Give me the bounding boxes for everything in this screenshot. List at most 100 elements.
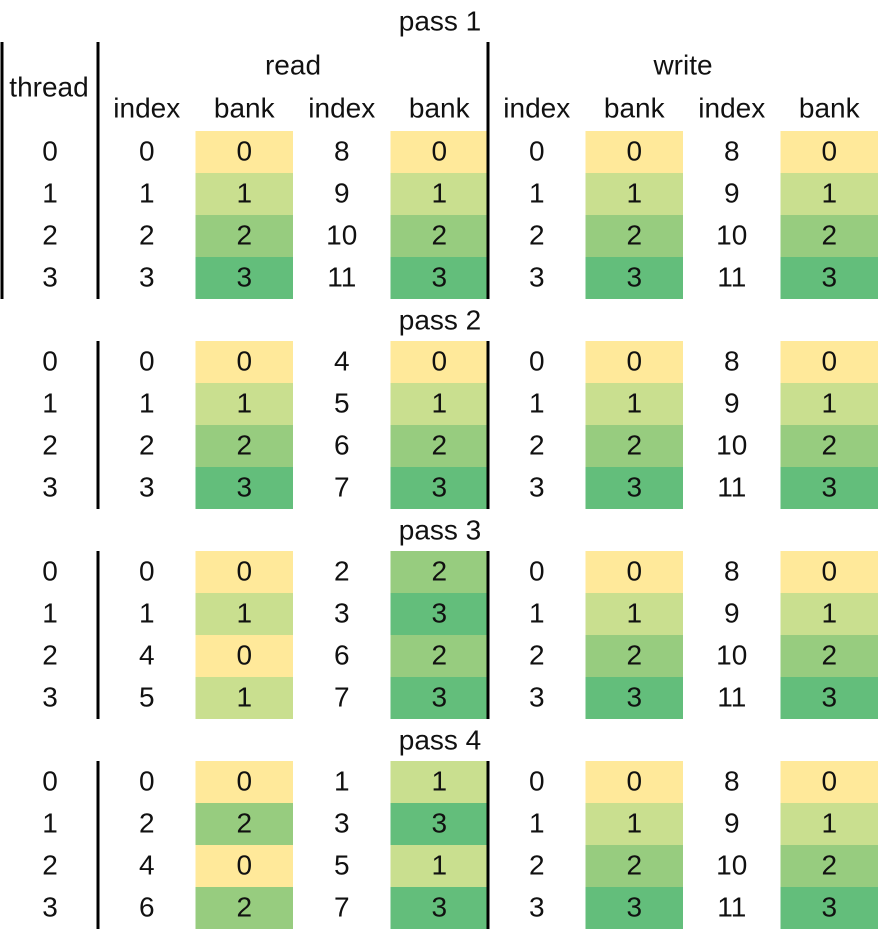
bank-cell: [780, 635, 878, 677]
bank-value: 1: [821, 807, 837, 838]
index-value: 2: [529, 219, 545, 250]
bank-cell: [585, 761, 683, 803]
thread-id: 0: [42, 135, 58, 166]
bank-cell: [195, 131, 293, 173]
index-value: 10: [716, 849, 747, 880]
bank-value: 2: [626, 429, 642, 460]
bank-cell: [195, 803, 293, 845]
bank-cell: [195, 593, 293, 635]
thread-header: thread: [9, 71, 88, 102]
pass-title: pass 2: [399, 304, 482, 335]
bank-value: 2: [821, 849, 837, 880]
bank-cell: [390, 803, 488, 845]
bank-value: 2: [236, 891, 252, 922]
bank-cell: [585, 551, 683, 593]
bank-value: 1: [821, 387, 837, 418]
bank-value: 1: [236, 387, 252, 418]
index-value: 11: [717, 891, 746, 922]
bank-value: 3: [236, 471, 252, 502]
bank-cell: [390, 593, 488, 635]
index-value: 11: [717, 681, 746, 712]
index-value: 9: [334, 177, 350, 208]
index-value: 7: [334, 891, 350, 922]
index-value: 9: [724, 177, 740, 208]
index-value: 4: [334, 345, 350, 376]
index-value: 9: [724, 387, 740, 418]
bank-cell: [195, 677, 293, 719]
bank-cell: [585, 173, 683, 215]
thread-id: 1: [42, 387, 58, 418]
bank-cell: [780, 341, 878, 383]
bank-cell: [195, 467, 293, 509]
column-header: index: [698, 92, 765, 123]
bank-value: 0: [821, 765, 837, 796]
bank-value: 2: [431, 219, 447, 250]
bank-cell: [780, 551, 878, 593]
index-value: 6: [139, 891, 155, 922]
bank-cell: [390, 341, 488, 383]
index-value: 3: [529, 471, 545, 502]
bank-cell: [195, 551, 293, 593]
bank-value: 3: [626, 681, 642, 712]
bank-cell: [780, 257, 878, 299]
bank-cell: [585, 383, 683, 425]
index-value: 10: [716, 219, 747, 250]
index-value: 6: [334, 639, 350, 670]
bank-cell: [195, 383, 293, 425]
bank-cell: [780, 761, 878, 803]
bank-value: 2: [431, 555, 447, 586]
bank-value: 2: [431, 639, 447, 670]
bank-value: 1: [431, 765, 447, 796]
bank-cell: [390, 551, 488, 593]
index-value: 10: [326, 219, 357, 250]
column-header: index: [308, 92, 375, 123]
index-value: 11: [327, 261, 356, 292]
index-value: 7: [334, 681, 350, 712]
bank-cell: [195, 341, 293, 383]
bank-cell: [585, 257, 683, 299]
bank-cell: [780, 593, 878, 635]
bank-value: 3: [431, 891, 447, 922]
bank-cell: [390, 887, 488, 929]
bank-cell: [390, 131, 488, 173]
index-value: 1: [139, 177, 155, 208]
bank-value: 1: [236, 177, 252, 208]
bank-value: 0: [626, 135, 642, 166]
thread-id: 3: [42, 681, 58, 712]
index-value: 11: [717, 261, 746, 292]
bank-value: 1: [821, 177, 837, 208]
bank-cell: [195, 635, 293, 677]
bank-cell: [390, 761, 488, 803]
index-value: 8: [724, 765, 740, 796]
bank-cell: [780, 467, 878, 509]
bank-cell: [195, 761, 293, 803]
bank-cell: [195, 173, 293, 215]
bank-value: 0: [821, 555, 837, 586]
index-value: 3: [529, 681, 545, 712]
bank-value: 0: [626, 345, 642, 376]
index-value: 4: [139, 849, 155, 880]
index-value: 11: [717, 471, 746, 502]
thread-id: 0: [42, 765, 58, 796]
bank-cell: [585, 803, 683, 845]
bank-value: 0: [431, 345, 447, 376]
index-value: 1: [139, 387, 155, 418]
bank-value: 0: [236, 135, 252, 166]
bank-value: 2: [626, 849, 642, 880]
bank-value: 1: [821, 597, 837, 628]
index-value: 8: [334, 135, 350, 166]
bank-cell: [390, 845, 488, 887]
bank-value: 0: [821, 345, 837, 376]
column-header: bank: [604, 92, 666, 123]
thread-id: 2: [42, 429, 58, 460]
bank-value: 3: [821, 681, 837, 712]
index-value: 5: [334, 849, 350, 880]
bank-value: 1: [626, 177, 642, 208]
bank-cell: [780, 425, 878, 467]
thread-id: 3: [42, 261, 58, 292]
index-value: 2: [139, 219, 155, 250]
column-header: index: [113, 92, 180, 123]
index-value: 0: [139, 765, 155, 796]
bank-value: 0: [626, 555, 642, 586]
index-value: 9: [724, 807, 740, 838]
